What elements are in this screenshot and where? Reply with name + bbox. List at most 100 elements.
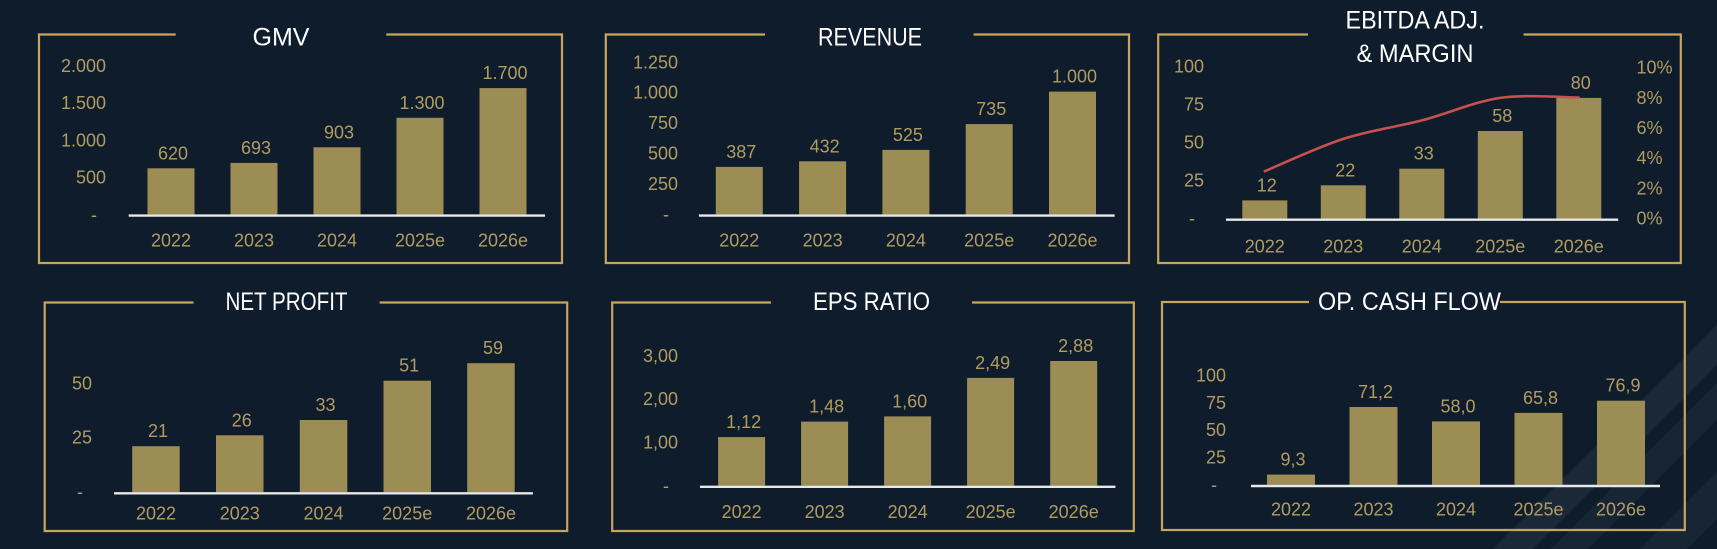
svg-text:2026e: 2026e <box>466 504 516 524</box>
svg-text:2025e: 2025e <box>1475 237 1525 257</box>
svg-text:58,0: 58,0 <box>1440 396 1475 416</box>
svg-text:2022: 2022 <box>151 231 191 251</box>
svg-text:2,88: 2,88 <box>1058 336 1093 356</box>
svg-text:2025e: 2025e <box>395 231 445 251</box>
svg-text:500: 500 <box>76 168 106 188</box>
svg-text:& MARGIN: & MARGIN <box>1357 40 1474 68</box>
svg-text:26: 26 <box>232 410 252 430</box>
svg-text:75: 75 <box>1206 393 1226 413</box>
svg-text:2026e: 2026e <box>1049 502 1099 522</box>
svg-text:735: 735 <box>976 99 1006 119</box>
svg-text:2023: 2023 <box>234 231 274 251</box>
svg-text:2022: 2022 <box>719 231 759 251</box>
svg-text:12: 12 <box>1257 175 1277 195</box>
svg-text:25: 25 <box>72 428 92 448</box>
svg-text:33: 33 <box>315 395 335 415</box>
svg-text:2025e: 2025e <box>382 504 432 524</box>
svg-text:2023: 2023 <box>1323 237 1363 257</box>
svg-text:620: 620 <box>158 143 188 163</box>
svg-text:1,00: 1,00 <box>643 433 678 453</box>
svg-text:693: 693 <box>241 138 271 158</box>
svg-text:2022: 2022 <box>1245 237 1285 257</box>
svg-text:432: 432 <box>810 136 840 156</box>
svg-text:25: 25 <box>1184 171 1204 191</box>
svg-text:EBITDA ADJ.: EBITDA ADJ. <box>1346 7 1485 35</box>
svg-text:-: - <box>77 482 83 502</box>
svg-text:51: 51 <box>399 356 419 376</box>
svg-text:REVENUE: REVENUE <box>818 24 922 52</box>
svg-text:2024: 2024 <box>1436 500 1476 520</box>
svg-text:1.700: 1.700 <box>482 63 527 83</box>
svg-text:250: 250 <box>648 174 678 194</box>
svg-text:2026e: 2026e <box>1596 500 1646 520</box>
svg-text:2024: 2024 <box>886 231 926 251</box>
svg-text:750: 750 <box>648 113 678 133</box>
svg-text:387: 387 <box>726 142 756 162</box>
svg-text:3,00: 3,00 <box>643 346 678 366</box>
svg-text:500: 500 <box>648 144 678 164</box>
svg-text:1.300: 1.300 <box>399 93 444 113</box>
svg-text:NET PROFIT: NET PROFIT <box>226 288 348 316</box>
svg-text:22: 22 <box>1335 160 1355 180</box>
svg-text:1.000: 1.000 <box>1052 67 1097 87</box>
svg-text:2023: 2023 <box>220 504 260 524</box>
svg-text:71,2: 71,2 <box>1358 382 1393 402</box>
svg-text:0%: 0% <box>1637 209 1663 229</box>
svg-text:2024: 2024 <box>888 502 928 522</box>
svg-text:9,3: 9,3 <box>1280 450 1305 470</box>
svg-text:-: - <box>663 204 669 224</box>
svg-text:6%: 6% <box>1637 118 1663 138</box>
svg-text:65,8: 65,8 <box>1523 388 1558 408</box>
svg-text:10%: 10% <box>1637 58 1673 78</box>
svg-text:2023: 2023 <box>805 502 845 522</box>
svg-text:1.500: 1.500 <box>61 93 106 113</box>
svg-text:OP. CASH FLOW: OP. CASH FLOW <box>1318 288 1501 316</box>
svg-text:1,60: 1,60 <box>892 391 927 411</box>
svg-text:2%: 2% <box>1637 178 1663 198</box>
svg-text:2024: 2024 <box>317 231 357 251</box>
svg-text:25: 25 <box>1206 448 1226 468</box>
svg-text:-: - <box>1211 475 1217 495</box>
svg-text:1.250: 1.250 <box>633 52 678 72</box>
svg-text:33: 33 <box>1414 144 1434 164</box>
svg-text:2024: 2024 <box>1402 237 1442 257</box>
svg-text:2022: 2022 <box>1271 500 1311 520</box>
svg-text:2026e: 2026e <box>1554 237 1604 257</box>
svg-text:100: 100 <box>1196 366 1226 386</box>
svg-text:-: - <box>91 205 97 225</box>
svg-text:4%: 4% <box>1637 148 1663 168</box>
svg-text:1,12: 1,12 <box>726 412 761 432</box>
svg-text:903: 903 <box>324 122 354 142</box>
svg-text:2023: 2023 <box>803 231 843 251</box>
svg-text:75: 75 <box>1184 95 1204 115</box>
svg-text:21: 21 <box>148 421 168 441</box>
svg-text:2025e: 2025e <box>1513 500 1563 520</box>
svg-text:EPS RATIO: EPS RATIO <box>813 288 930 316</box>
svg-text:50: 50 <box>1206 420 1226 440</box>
svg-text:2026e: 2026e <box>1047 231 1097 251</box>
svg-text:2025e: 2025e <box>966 502 1016 522</box>
svg-text:50: 50 <box>1184 133 1204 153</box>
svg-text:76,9: 76,9 <box>1605 376 1640 396</box>
svg-text:2026e: 2026e <box>478 231 528 251</box>
svg-text:8%: 8% <box>1637 88 1663 108</box>
svg-text:GMV: GMV <box>253 24 310 52</box>
svg-text:2022: 2022 <box>136 504 176 524</box>
svg-text:2,49: 2,49 <box>975 353 1010 373</box>
svg-text:-: - <box>663 476 669 496</box>
svg-text:58: 58 <box>1492 106 1512 126</box>
svg-text:100: 100 <box>1174 57 1204 77</box>
svg-text:1,48: 1,48 <box>809 397 844 417</box>
svg-text:1.000: 1.000 <box>633 83 678 103</box>
svg-text:2023: 2023 <box>1353 500 1393 520</box>
svg-text:59: 59 <box>483 338 503 358</box>
svg-text:2.000: 2.000 <box>61 56 106 76</box>
svg-text:2024: 2024 <box>303 504 343 524</box>
svg-text:1.000: 1.000 <box>61 130 106 150</box>
svg-text:2022: 2022 <box>722 502 762 522</box>
svg-text:-: - <box>1189 208 1195 228</box>
svg-text:80: 80 <box>1571 73 1591 93</box>
svg-text:2,00: 2,00 <box>643 389 678 409</box>
svg-text:50: 50 <box>72 373 92 393</box>
svg-text:2025e: 2025e <box>964 231 1014 251</box>
